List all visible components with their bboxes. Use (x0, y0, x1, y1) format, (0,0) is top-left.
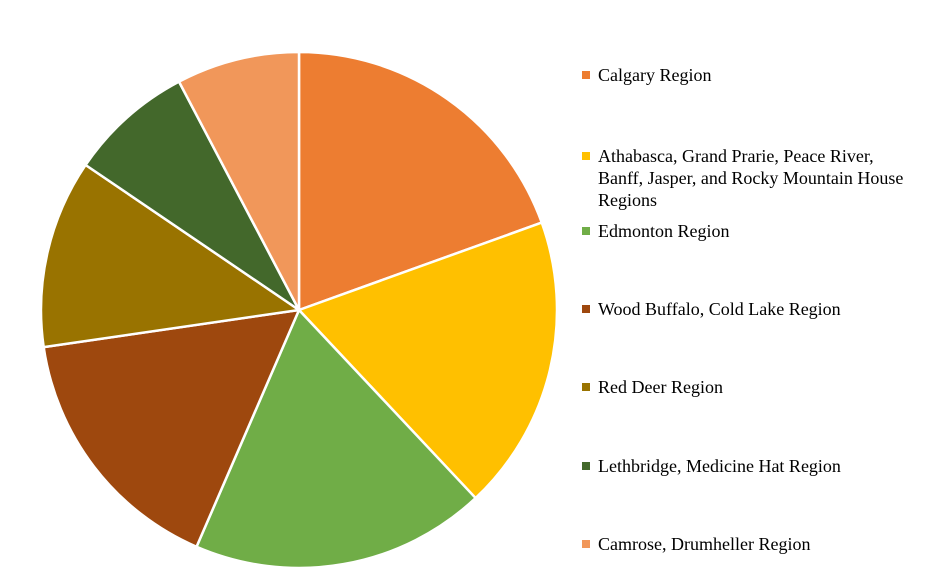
legend-label: Calgary Region (598, 65, 712, 85)
legend-item-red-deer: Red Deer Region (582, 376, 941, 398)
pie-slice-0 (297, 50, 543, 312)
legend-item-camrose: Camrose, Drumheller Region (582, 533, 941, 555)
legend-swatch (582, 540, 590, 548)
pie-slice-5 (84, 80, 301, 312)
legend-swatch (582, 71, 590, 79)
legend-label: Edmonton Region (598, 221, 730, 241)
legend-label: Lethbridge, Medicine Hat Region (598, 456, 841, 476)
legend-swatch (582, 305, 590, 313)
legend-swatch (582, 152, 590, 160)
legend-item-wood-buffalo: Wood Buffalo, Cold Lake Region (582, 298, 941, 320)
pie-slice-2 (195, 308, 477, 570)
legend-label: Red Deer Region (598, 377, 723, 397)
legend-label: Athabasca, Grand Prarie, Peace River, Ba… (598, 146, 904, 210)
legend-swatch (582, 462, 590, 470)
legend-item-athabasca: Athabasca, Grand Prarie, Peace River, Ba… (582, 145, 941, 211)
legend-item-calgary: Calgary Region (582, 64, 941, 86)
pie-slice-4 (39, 163, 301, 349)
pie-slice-1 (297, 221, 559, 500)
pie-slice-3 (42, 308, 301, 549)
legend-swatch (582, 227, 590, 235)
legend-label: Wood Buffalo, Cold Lake Region (598, 299, 841, 319)
legend-swatch (582, 383, 590, 391)
legend: Calgary Region Athabasca, Grand Prarie, … (582, 0, 941, 574)
legend-label: Camrose, Drumheller Region (598, 534, 811, 554)
pie-slice-6 (177, 50, 301, 312)
legend-item-lethbridge: Lethbridge, Medicine Hat Region (582, 455, 941, 477)
legend-item-edmonton: Edmonton Region (582, 220, 941, 242)
